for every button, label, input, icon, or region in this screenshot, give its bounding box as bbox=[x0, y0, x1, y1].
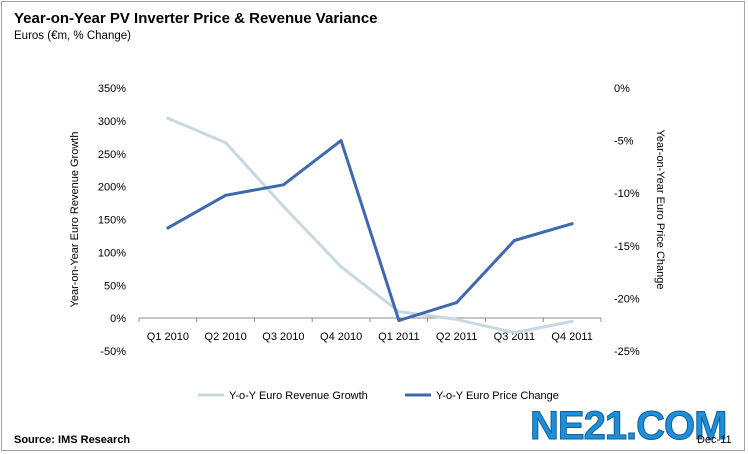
series-1-point bbox=[512, 331, 516, 335]
left-tick-label: 250% bbox=[98, 149, 126, 161]
right-tick-label: -25% bbox=[614, 346, 640, 358]
series-2-point bbox=[281, 183, 285, 187]
series-1-point bbox=[570, 319, 574, 323]
series-2-point bbox=[339, 139, 343, 143]
chart-title: Year-on-Year PV Inverter Price & Revenue… bbox=[14, 10, 378, 27]
series-line-1 bbox=[166, 116, 574, 335]
series-2-point bbox=[397, 318, 401, 322]
series-2-point bbox=[570, 222, 574, 226]
x-tick-label: Q3 2011 bbox=[494, 331, 535, 343]
series-1-point bbox=[455, 317, 459, 321]
axes: Q1 2010 Q2 2010 Q3 2010 Q4 2010 Q1 2011 Q2 20… bbox=[69, 83, 666, 358]
x-tick-label: Q2 2011 bbox=[436, 331, 477, 343]
series-2-point bbox=[166, 226, 170, 230]
series-1-point bbox=[281, 204, 285, 208]
right-tick-label: -15% bbox=[614, 241, 640, 253]
series-1-point bbox=[339, 265, 343, 269]
left-tick-label: 100% bbox=[98, 247, 126, 259]
left-tick-label: -50% bbox=[100, 346, 126, 358]
series-1-point bbox=[397, 310, 401, 314]
left-tick-label: 200% bbox=[98, 182, 126, 194]
right-tick-label: -5% bbox=[614, 136, 634, 148]
series-2-point bbox=[512, 239, 516, 243]
right-tick-label: -10% bbox=[614, 188, 640, 200]
x-tick-label: Q2 2010 bbox=[205, 331, 247, 343]
series-lines bbox=[166, 116, 574, 335]
x-tick-label: Q3 2010 bbox=[262, 331, 304, 343]
x-tick-label: Q1 2010 bbox=[147, 331, 189, 343]
left-axis-title: Year-on-Year Euro Revenue Growth bbox=[69, 132, 81, 308]
left-tick-label: 350% bbox=[98, 83, 126, 95]
watermark-logo: NE21.COM bbox=[530, 404, 728, 449]
right-tick-label: 0% bbox=[614, 83, 630, 95]
x-tick-label: Q4 2011 bbox=[551, 331, 592, 343]
left-tick-label: 0% bbox=[110, 313, 126, 325]
series-line-2 bbox=[166, 139, 574, 322]
left-tick-label: 300% bbox=[98, 116, 126, 128]
series-2-point bbox=[455, 301, 459, 305]
legend: Y-o-Y Euro Revenue Growth Y-o-Y Euro Pric… bbox=[198, 390, 559, 402]
date-label: Dec-11 bbox=[697, 434, 732, 446]
x-tick-label: Q1 2011 bbox=[378, 331, 419, 343]
series-1-point bbox=[224, 141, 228, 145]
right-tick-label: -20% bbox=[614, 293, 640, 305]
left-tick-label: 50% bbox=[104, 280, 126, 292]
right-axis-title: Year-on-Year Euro Price Change bbox=[654, 129, 666, 289]
left-tick-label: 150% bbox=[98, 215, 126, 227]
legend-label: Y-o-Y Euro Price Change bbox=[436, 390, 559, 402]
series-1-point bbox=[166, 116, 170, 120]
x-tick-label: Q4 2010 bbox=[320, 331, 362, 343]
series-2-point bbox=[224, 193, 228, 197]
source-note: Source: IMS Research bbox=[14, 434, 131, 446]
legend-label: Y-o-Y Euro Revenue Growth bbox=[229, 390, 368, 402]
chart-subtitle: Euros (€m, % Change) bbox=[14, 30, 131, 42]
